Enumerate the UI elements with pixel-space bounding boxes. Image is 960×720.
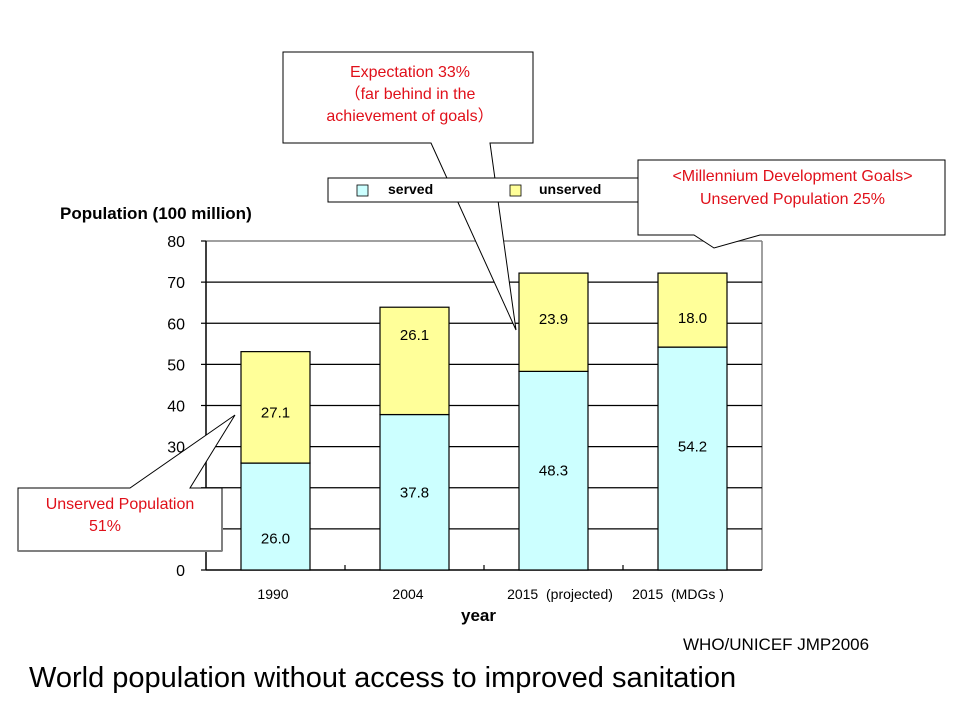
data-label-unserved: 26.1 [400,327,429,344]
y-tick-label: 80 [167,234,185,251]
x-axis-label: year [461,606,496,625]
y-tick-label: 40 [167,399,185,416]
legend-label-served: served [388,181,434,197]
bar-unserved [657,272,728,348]
legend-swatch-served [356,184,369,197]
data-label-unserved: 27.1 [261,404,290,421]
y-tick-label: 0 [176,563,185,580]
bar-served [518,370,589,571]
data-label-unserved: 18.0 [678,310,707,327]
callout-expectation-line-1: Expectation 33% [349,64,471,81]
callout-expectation-box [282,51,534,331]
bar-unserved [518,272,589,372]
callout-expectation-line-2: （far behind in the [344,86,476,103]
bar-served [240,462,311,571]
bar-unserved [240,351,311,464]
callout-expectation-line-3: achievement of goals） [326,108,494,125]
bars: 26.0 27.1 37.8 26.1 48.3 23.9 54.2 18.0 [240,272,728,571]
callout-1990-line-2: 51% [88,518,122,535]
data-label-unserved: 23.9 [539,311,568,328]
callout-1990-text: Unserved Population 51% [20,494,220,538]
x-tick-label: 2015 (MDGs ) [632,586,724,602]
legend-label-unserved: unserved [539,181,602,197]
y-tick-label: 60 [167,316,185,333]
bar-served [379,413,450,571]
callout-mdg-line-2: Unserved Population 25% [699,191,885,208]
data-label-served: 37.8 [400,484,429,501]
x-tick-label: 2015 (projected) [507,586,613,602]
callout-mdg-line-1: <Millennium Development Goals> [672,168,913,185]
legend-box [327,177,639,203]
callout-1990-line-1: Unserved Population [45,496,195,513]
legend [327,177,639,203]
callout-expectation-text: Expectation 33% （far behind in the achie… [285,62,535,128]
legend-swatch-unserved [509,184,522,197]
bar-unserved [379,306,450,416]
callout-mdg-box [637,159,946,249]
x-tick-label: 2004 [392,586,423,602]
x-tick-label: 1990 [257,586,288,602]
y-axis-label: Population (100 million) [60,204,252,223]
data-label-served: 48.3 [539,463,568,480]
bar-served [657,346,728,571]
data-label-served: 54.2 [678,439,707,456]
y-tick-label: 50 [167,357,185,374]
y-tick-label: 70 [167,275,185,292]
data-label-served: 26.0 [261,531,290,548]
source-note: WHO/UNICEF JMP2006 [683,635,870,654]
chart-title: World population without access to impro… [29,662,737,694]
callout-mdg-text: <Millennium Development Goals> Unserved … [640,165,945,211]
callouts [17,51,946,552]
